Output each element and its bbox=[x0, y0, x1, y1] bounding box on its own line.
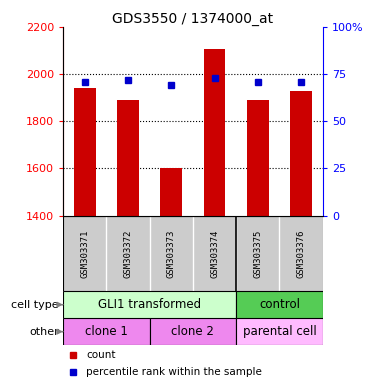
Bar bbox=[236, 291, 323, 318]
Bar bbox=[63, 291, 236, 318]
Text: count: count bbox=[86, 350, 116, 360]
Bar bbox=[204, 49, 226, 216]
Bar bbox=[290, 91, 312, 216]
Bar bbox=[117, 100, 139, 216]
Text: parental cell: parental cell bbox=[243, 325, 316, 338]
Text: percentile rank within the sample: percentile rank within the sample bbox=[86, 367, 262, 377]
Bar bbox=[161, 169, 182, 216]
Text: GSM303372: GSM303372 bbox=[124, 229, 132, 278]
Text: other: other bbox=[29, 327, 59, 337]
Bar bbox=[236, 318, 323, 345]
Text: GSM303375: GSM303375 bbox=[253, 229, 262, 278]
Bar bbox=[63, 318, 150, 345]
Text: GSM303374: GSM303374 bbox=[210, 229, 219, 278]
Text: GSM303371: GSM303371 bbox=[80, 229, 89, 278]
Bar bbox=[247, 100, 269, 216]
Text: clone 1: clone 1 bbox=[85, 325, 128, 338]
Text: GSM303373: GSM303373 bbox=[167, 229, 176, 278]
Title: GDS3550 / 1374000_at: GDS3550 / 1374000_at bbox=[112, 12, 273, 26]
Text: clone 2: clone 2 bbox=[171, 325, 214, 338]
Text: GSM303376: GSM303376 bbox=[297, 229, 306, 278]
Text: cell type: cell type bbox=[11, 300, 59, 310]
Text: control: control bbox=[259, 298, 300, 311]
Text: GLI1 transformed: GLI1 transformed bbox=[98, 298, 201, 311]
Bar bbox=[150, 318, 236, 345]
Bar bbox=[74, 88, 96, 216]
